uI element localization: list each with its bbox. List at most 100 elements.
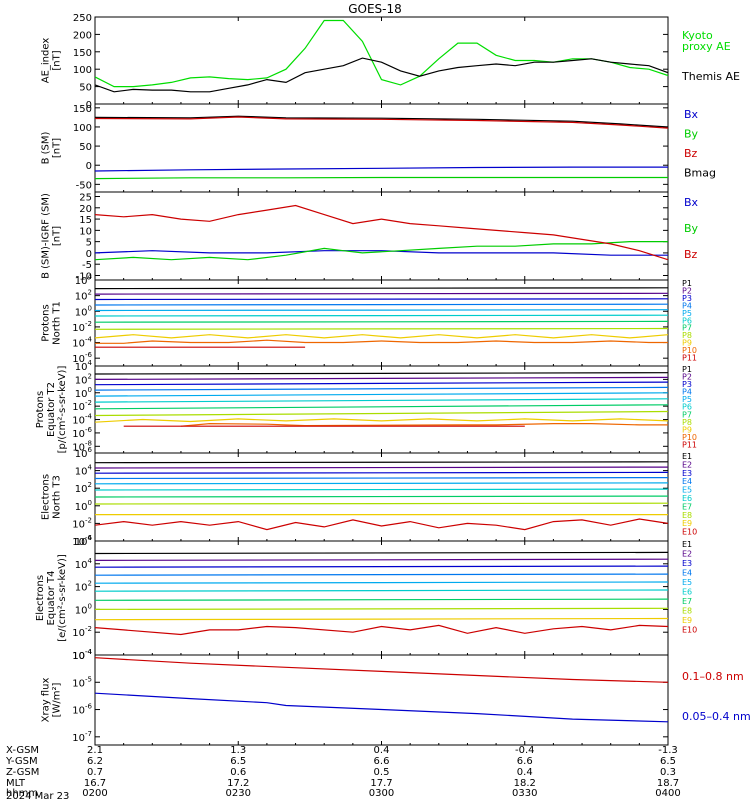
y-tick-label: 250 — [73, 13, 92, 24]
x-tick-value: 0200 — [82, 788, 107, 799]
y-tick-label: 0 — [86, 249, 92, 260]
x-tick-value: 0.7 — [87, 767, 103, 778]
legend-entry: 0.1–0.8 nm — [682, 670, 744, 683]
y-axis-label: AE_index — [41, 38, 52, 84]
legend-entry: E10 — [682, 528, 697, 537]
series-themis-ae — [95, 57, 668, 93]
series-p2 — [95, 292, 668, 295]
y-tick-label: 10-2 — [72, 399, 92, 413]
legend-entry: P6 — [682, 403, 692, 412]
x-tick-value: 0330 — [512, 788, 537, 799]
series-e1 — [95, 551, 668, 555]
y-axis-label: Xray flux — [41, 678, 52, 723]
x-tick-value: 0230 — [226, 788, 251, 799]
series-e5 — [95, 482, 668, 485]
series-e10 — [95, 518, 668, 531]
x-tick-value: 18.2 — [514, 778, 536, 789]
x-tick-value: -1.3 — [658, 745, 678, 756]
legend-entry: E5 — [682, 578, 692, 587]
legend-entry: E4 — [682, 569, 692, 578]
y-tick-label: 10-6 — [72, 426, 92, 440]
series-p3 — [95, 298, 668, 301]
series-p9 — [95, 334, 668, 339]
legend-entry: P1 — [682, 279, 692, 288]
y-tick-label: 104 — [75, 557, 93, 571]
legend-entry: E1 — [682, 452, 692, 461]
x-tick-value: 2.1 — [87, 745, 103, 756]
x-tick-value: 0.4 — [374, 745, 390, 756]
y-tick-label: 100 — [75, 304, 92, 318]
y-tick-label: 15 — [79, 215, 92, 226]
y-tick-label: 104 — [75, 359, 93, 373]
y-axis-label: Equator T4 — [46, 571, 57, 626]
series-e2 — [95, 466, 668, 469]
legend-entry: E6 — [682, 588, 692, 597]
legend-entry: E6 — [682, 494, 692, 503]
legend-entry: By — [684, 222, 699, 235]
series-p6 — [95, 398, 668, 403]
series-e7 — [95, 495, 668, 498]
legend-entry: E2 — [682, 460, 692, 469]
x-tick-value: 0.6 — [230, 767, 246, 778]
legend-entry: Bx — [684, 108, 699, 121]
y-tick-label: 10-6 — [72, 703, 92, 717]
x-tick-value: 6.2 — [87, 756, 103, 767]
legend-entry: P8 — [682, 418, 692, 427]
legend-entry: P4 — [682, 388, 692, 397]
legend-entry: P1 — [682, 365, 692, 374]
legend-entry: E7 — [682, 502, 692, 511]
series-p6 — [95, 314, 668, 317]
y-tick-label: 20 — [79, 204, 92, 215]
legend-entry: E2 — [682, 550, 692, 559]
y-tick-label: 10-7 — [72, 730, 92, 744]
y-tick-label: 102 — [75, 289, 92, 303]
legend-entry: P10 — [682, 346, 697, 355]
y-tick-label: 100 — [75, 602, 92, 616]
legend-entry: Bz — [684, 248, 698, 261]
legend-entry: Bx — [684, 196, 699, 209]
legend-entry: P3 — [682, 380, 692, 389]
legend-entry: E4 — [682, 477, 692, 486]
legend-entry: P11 — [682, 440, 697, 449]
y-axis-label: North T1 — [52, 301, 63, 345]
series-e3 — [95, 471, 668, 474]
series-e4 — [95, 477, 668, 480]
x-tick-value: 17.2 — [227, 778, 249, 789]
y-tick-label: 10-2 — [72, 320, 92, 334]
y-axis-label: [W/m²] — [52, 682, 63, 717]
legend-entry: 0.05–0.4 nm — [682, 710, 750, 723]
y-tick-label: 102 — [75, 481, 92, 495]
y-tick-label: 10-2 — [72, 516, 92, 530]
y-tick-label: 100 — [73, 65, 92, 76]
y-tick-label: 106 — [75, 534, 93, 548]
y-tick-label: 10-4 — [72, 413, 92, 427]
series-p7 — [95, 404, 668, 410]
x-row-label: X-GSM — [6, 745, 39, 756]
date-label: 2024 Mar 23 — [6, 791, 69, 800]
series-kyoto-proxy-ae — [95, 19, 668, 88]
y-tick-label: 100 — [75, 499, 92, 513]
y-tick-label: 50 — [79, 83, 92, 94]
series-e1 — [95, 461, 668, 464]
series-p4 — [95, 303, 668, 306]
series-e4 — [95, 573, 668, 576]
y-tick-label: 10-4 — [72, 336, 92, 350]
y-axis-label: B (SM)-IGRF (SM) — [41, 193, 52, 279]
series-p10 — [180, 422, 668, 427]
y-tick-label: 10 — [79, 226, 92, 237]
x-tick-value: 17.7 — [370, 778, 392, 789]
legend-entry: P3 — [682, 294, 692, 303]
x-tick-value: 16.7 — [84, 778, 106, 789]
series-p8 — [95, 410, 668, 417]
y-axis-label: Electrons — [41, 474, 52, 520]
x-tick-value: 6.5 — [230, 756, 246, 767]
series-e8 — [95, 502, 668, 505]
y-axis-label: [p/(cm²-s-sr-keV)] — [57, 366, 68, 454]
x-row-label: MLT — [6, 778, 26, 789]
y-axis-label: [nT] — [52, 226, 63, 246]
y-tick-label: 0 — [86, 161, 92, 172]
